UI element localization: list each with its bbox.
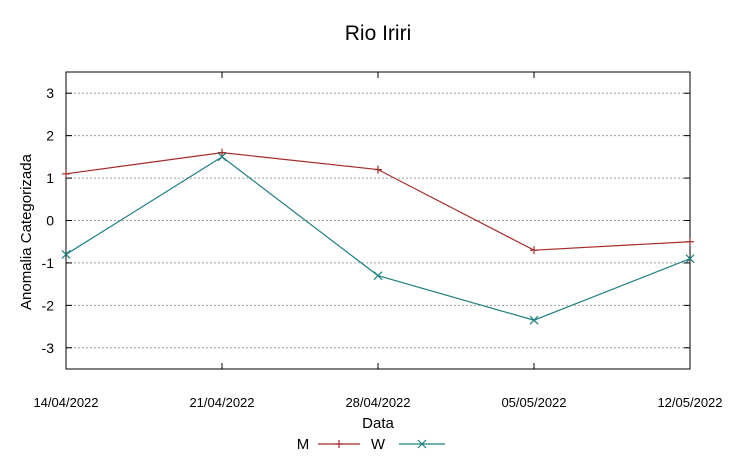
series-line-w	[65, 156, 691, 321]
y-tick-label: -3	[42, 340, 55, 356]
x-tick-label: 28/04/2022	[345, 395, 410, 410]
legend-label-m: M	[297, 436, 310, 453]
y-tick-label: -2	[42, 297, 55, 313]
data-point-m	[374, 165, 382, 174]
legend-marker-m	[335, 440, 343, 448]
data-point-m	[62, 169, 70, 178]
data-point-m	[530, 246, 538, 255]
legend-label-w: W	[371, 436, 386, 453]
data-point-m	[218, 148, 226, 157]
series-layer	[61, 148, 695, 325]
x-axis-label: Data	[362, 415, 394, 432]
x-axis-ticks: 14/04/2022 21/04/2022 28/04/2022 05/05/2022…	[33, 72, 723, 410]
data-point-w	[61, 250, 71, 259]
x-tick-label: 21/04/2022	[189, 395, 254, 410]
y-tick-label: 2	[46, 128, 54, 144]
data-point-w	[217, 152, 227, 162]
data-point-w	[529, 315, 539, 325]
data-point-w	[685, 254, 695, 264]
x-tick-label: 05/05/2022	[501, 395, 566, 410]
y-tick-label: 1	[46, 170, 54, 186]
y-axis-ticks: 3 2 1 0 -1 -2 -3	[42, 85, 690, 356]
y-tick-label: 3	[46, 85, 54, 101]
y-axis-label: Anomalia Categorizada	[18, 153, 35, 310]
data-point-m	[686, 237, 694, 246]
legend-marker-w	[417, 439, 427, 449]
chart-title: Rio Iriri	[345, 22, 412, 45]
y-tick-label: -1	[42, 255, 55, 271]
x-tick-label: 12/05/2022	[657, 395, 722, 410]
grid-lines	[66, 92, 690, 349]
y-tick-label: 0	[46, 213, 54, 229]
x-tick-label: 14/04/2022	[33, 395, 98, 410]
data-point-w	[373, 271, 383, 281]
